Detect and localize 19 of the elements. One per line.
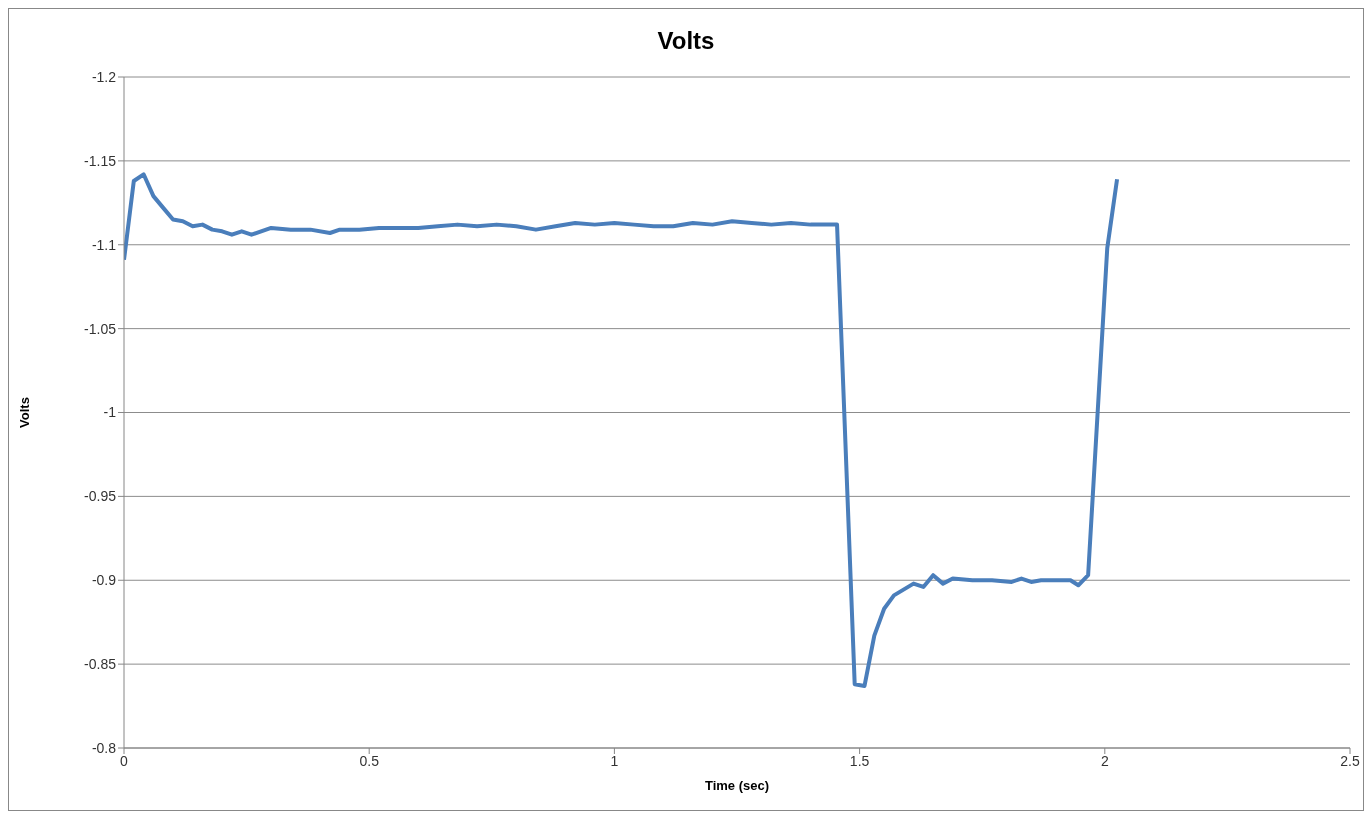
y-tick-label: -0.85 [84,656,117,673]
y-tick-label: -1.05 [84,320,117,337]
y-tick-label: -0.8 [91,739,117,756]
y-axis-title: Volts [16,397,32,428]
x-tick-label: 0.5 [359,752,380,769]
x-tick-label: 2 [1100,752,1109,769]
x-tick-label: 0 [120,752,129,769]
y-tick-label: -1.2 [91,68,117,85]
y-tick-label: -0.9 [91,572,117,589]
y-tick-label: -1 [103,404,117,421]
y-tick-label: -1.15 [84,152,117,169]
line-series [124,172,1120,688]
x-tick-label: 1.5 [849,752,870,769]
x-tick-label: 2.5 [1340,752,1360,769]
y-tick-label: -1.1 [91,236,117,253]
y-tick-label: -0.95 [84,488,117,505]
x-tick-label: 1 [610,752,619,769]
x-axis-title: Time (sec) [704,778,770,793]
chart-title: Volts [656,27,716,55]
